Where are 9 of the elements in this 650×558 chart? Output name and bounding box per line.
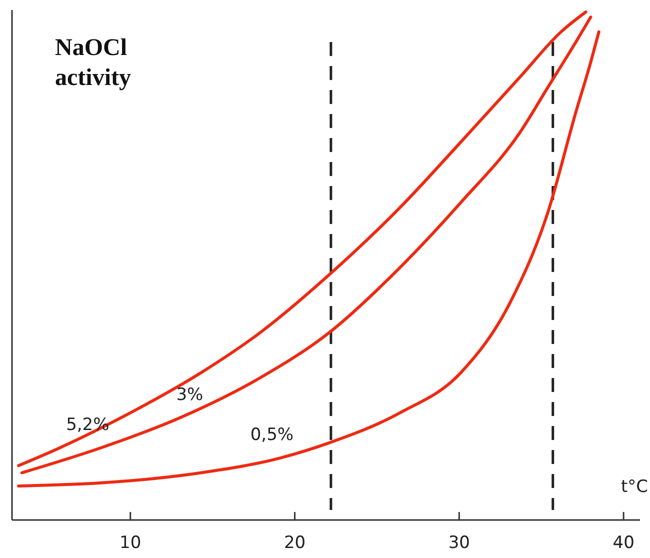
x-tick-label: 40 <box>612 533 634 554</box>
x-tick-label: 30 <box>448 533 470 554</box>
x-tick-label: 10 <box>120 533 142 554</box>
series-label: 0,5% <box>250 425 294 446</box>
x-tick-label: 20 <box>284 533 306 554</box>
series-label: 5,2% <box>66 414 110 435</box>
y-axis-title: NaOCl activity <box>55 35 131 91</box>
x-axis-title: t°C <box>620 477 648 497</box>
series-label: 3% <box>176 384 204 405</box>
